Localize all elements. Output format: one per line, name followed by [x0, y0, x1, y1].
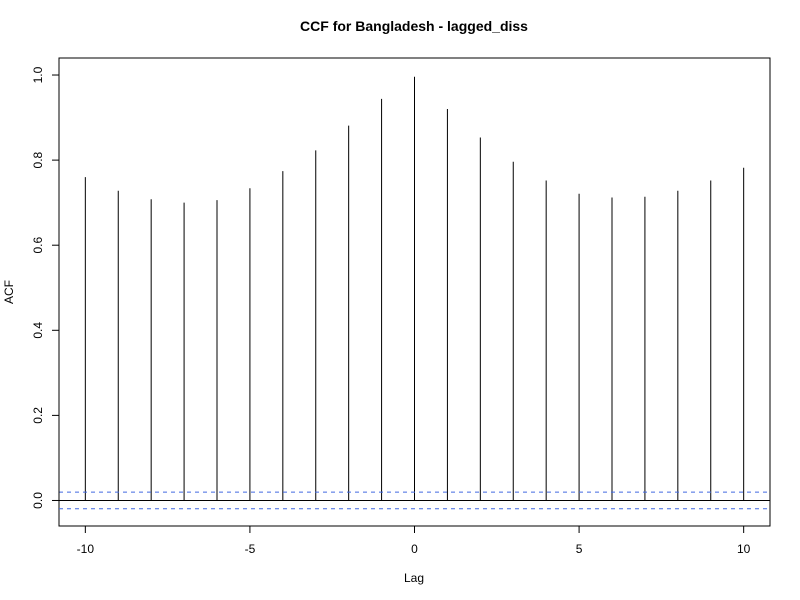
chart-title: CCF for Bangladesh - lagged_diss	[300, 18, 528, 34]
x-tick-label: 0	[411, 542, 418, 556]
y-tick-label: 0.2	[31, 407, 45, 424]
x-axis: -10 -5 0 5 10	[77, 525, 751, 556]
y-axis: 0.0 0.2 0.4 0.6 0.8 1.0	[31, 66, 60, 509]
bars-group	[84, 76, 745, 501]
x-tick-label: 10	[737, 542, 751, 556]
x-axis-title: Lag	[404, 571, 424, 585]
x-tick-label: -10	[77, 542, 95, 556]
y-tick-label: 1.0	[31, 66, 45, 83]
y-tick-label: 0.0	[31, 492, 45, 509]
x-tick-label: 5	[576, 542, 583, 556]
y-tick-label: 0.4	[31, 322, 45, 339]
y-axis-title: ACF	[2, 280, 16, 304]
y-tick-label: 0.6	[31, 237, 45, 254]
y-tick-label: 0.8	[31, 151, 45, 168]
x-tick-label: -5	[245, 542, 256, 556]
confidence-lines-group	[59, 491, 770, 510]
